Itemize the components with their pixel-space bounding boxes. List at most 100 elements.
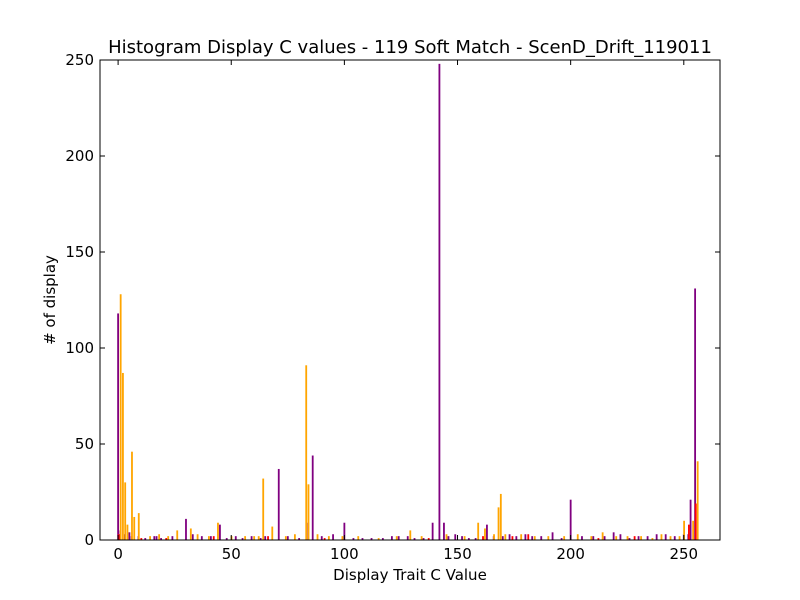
bar — [633, 536, 636, 540]
bar — [119, 294, 122, 540]
bar — [694, 288, 697, 540]
bar — [527, 534, 530, 540]
bar — [454, 534, 457, 540]
bar — [603, 536, 606, 540]
bar — [284, 536, 287, 540]
bar — [219, 524, 221, 540]
bar — [409, 530, 412, 540]
bar — [501, 536, 504, 540]
bar — [165, 538, 168, 540]
y-tick-label: 0 — [84, 531, 94, 549]
bar — [689, 499, 692, 540]
bar — [323, 538, 326, 540]
bar — [660, 534, 663, 540]
bar — [305, 365, 308, 540]
bar — [257, 536, 260, 540]
y-axis: 0 50 100 150 200 250 — [65, 51, 720, 549]
bar — [176, 530, 179, 540]
x-tick-label: 250 — [669, 545, 698, 563]
bar — [137, 513, 140, 540]
bar — [463, 536, 466, 540]
bar — [200, 536, 203, 540]
bar — [692, 520, 695, 540]
bar — [341, 536, 344, 540]
bar — [212, 536, 215, 540]
bar — [669, 536, 672, 540]
bar — [267, 536, 269, 540]
bar — [327, 536, 330, 540]
bar — [497, 507, 500, 540]
bar — [581, 536, 583, 540]
bar — [438, 63, 441, 541]
bar — [597, 538, 600, 540]
bar — [563, 536, 566, 540]
bar — [320, 536, 323, 540]
bar — [217, 522, 219, 540]
bar — [406, 536, 409, 540]
bar — [524, 534, 527, 540]
bar — [117, 313, 120, 540]
bar — [185, 518, 187, 540]
bar — [601, 532, 604, 540]
bar — [560, 538, 563, 540]
bar — [128, 532, 131, 540]
bar — [533, 536, 536, 540]
x-axis-label: Display Trait C Value — [333, 566, 487, 584]
bar — [474, 538, 477, 540]
bar — [253, 536, 256, 540]
bar — [271, 526, 274, 540]
bar — [209, 536, 212, 540]
bar — [286, 536, 289, 540]
bar — [651, 538, 654, 540]
x-tick-label: 200 — [556, 545, 585, 563]
bar — [511, 536, 514, 540]
bar — [612, 532, 615, 540]
bar — [486, 524, 488, 540]
y-tick-label: 250 — [65, 51, 94, 69]
bar — [646, 536, 649, 540]
x-tick-label: 50 — [222, 545, 241, 563]
bar — [499, 493, 502, 540]
bar — [619, 534, 622, 540]
bar — [482, 536, 484, 540]
bar — [678, 536, 681, 540]
bar — [370, 538, 373, 540]
bar — [153, 536, 156, 540]
bar — [569, 499, 572, 540]
bar — [131, 451, 133, 540]
bar — [504, 534, 507, 540]
bar — [293, 534, 296, 540]
bar — [158, 534, 161, 540]
bar — [515, 536, 518, 540]
bar — [316, 534, 319, 540]
bar — [547, 536, 550, 540]
bar — [626, 536, 629, 540]
bar — [461, 536, 463, 540]
bar — [208, 536, 210, 540]
bar — [427, 538, 430, 540]
bar — [467, 538, 470, 540]
bar — [155, 536, 158, 540]
y-tick-label: 100 — [65, 339, 94, 357]
bar — [124, 482, 127, 540]
bar — [531, 536, 534, 540]
x-tick-label: 0 — [113, 545, 123, 563]
bar — [241, 538, 244, 540]
bar — [664, 534, 667, 540]
bar — [431, 522, 434, 540]
bar — [171, 536, 174, 540]
bar — [683, 520, 685, 540]
bar — [447, 536, 450, 540]
y-tick-label: 200 — [65, 147, 94, 165]
chart-title: Histogram Display C values - 119 Soft Ma… — [108, 37, 712, 58]
bar — [551, 532, 554, 540]
bar — [250, 536, 253, 540]
bar — [244, 536, 247, 540]
bar — [377, 538, 380, 540]
bar — [493, 534, 495, 540]
bar — [422, 538, 425, 540]
bar — [637, 536, 640, 540]
bar — [332, 534, 334, 540]
x-axis: 0 50 100 150 200 250 — [113, 60, 698, 563]
bar — [576, 534, 579, 540]
